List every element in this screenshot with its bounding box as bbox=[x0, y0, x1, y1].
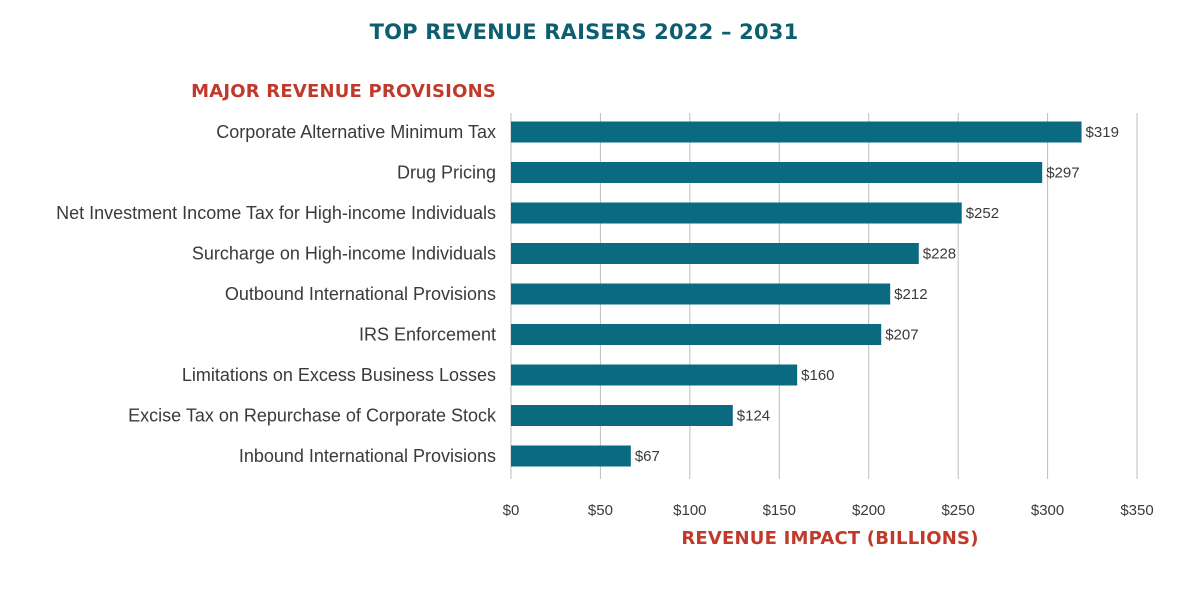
data-label: $228 bbox=[923, 246, 956, 263]
category-label: Outbound International Provisions bbox=[225, 284, 496, 304]
data-label: $319 bbox=[1086, 124, 1119, 141]
data-label: $212 bbox=[894, 286, 927, 303]
category-label: Excise Tax on Repurchase of Corporate St… bbox=[128, 406, 497, 426]
category-label: Net Investment Income Tax for High-incom… bbox=[56, 203, 496, 223]
category-label: Inbound International Provisions bbox=[239, 446, 496, 466]
data-label: $297 bbox=[1046, 165, 1079, 182]
bar bbox=[511, 202, 962, 224]
bar bbox=[511, 121, 1082, 143]
category-label: Surcharge on High-income Individuals bbox=[192, 244, 496, 264]
bar bbox=[511, 364, 798, 386]
x-tick-label: $150 bbox=[763, 502, 796, 519]
x-tick-label: $300 bbox=[1031, 502, 1064, 519]
data-label: $207 bbox=[885, 327, 918, 344]
data-label: $252 bbox=[966, 205, 999, 222]
chart-title: TOP REVENUE RAISERS 2022 – 2031 bbox=[369, 20, 799, 44]
bar bbox=[511, 445, 631, 467]
data-label: $160 bbox=[801, 367, 834, 384]
category-label: Corporate Alternative Minimum Tax bbox=[216, 122, 496, 142]
x-tick-label: $350 bbox=[1120, 502, 1153, 519]
x-tick-label: $250 bbox=[941, 502, 974, 519]
data-label: $124 bbox=[737, 408, 770, 425]
bar bbox=[511, 283, 891, 305]
x-tick-label: $0 bbox=[503, 502, 520, 519]
category-label: Limitations on Excess Business Losses bbox=[182, 365, 496, 385]
x-tick-label: $100 bbox=[673, 502, 706, 519]
x-tick-label: $200 bbox=[852, 502, 885, 519]
bar bbox=[511, 162, 1043, 183]
category-label: IRS Enforcement bbox=[359, 325, 496, 345]
bar bbox=[511, 324, 882, 345]
x-tick-label: $50 bbox=[588, 502, 613, 519]
category-label: Drug Pricing bbox=[397, 163, 496, 183]
x-axis-label: REVENUE IMPACT (BILLIONS) bbox=[681, 528, 979, 549]
data-label: $67 bbox=[635, 448, 660, 465]
bar bbox=[511, 405, 733, 426]
category-heading: MAJOR REVENUE PROVISIONS bbox=[191, 81, 496, 102]
bar bbox=[511, 243, 919, 264]
